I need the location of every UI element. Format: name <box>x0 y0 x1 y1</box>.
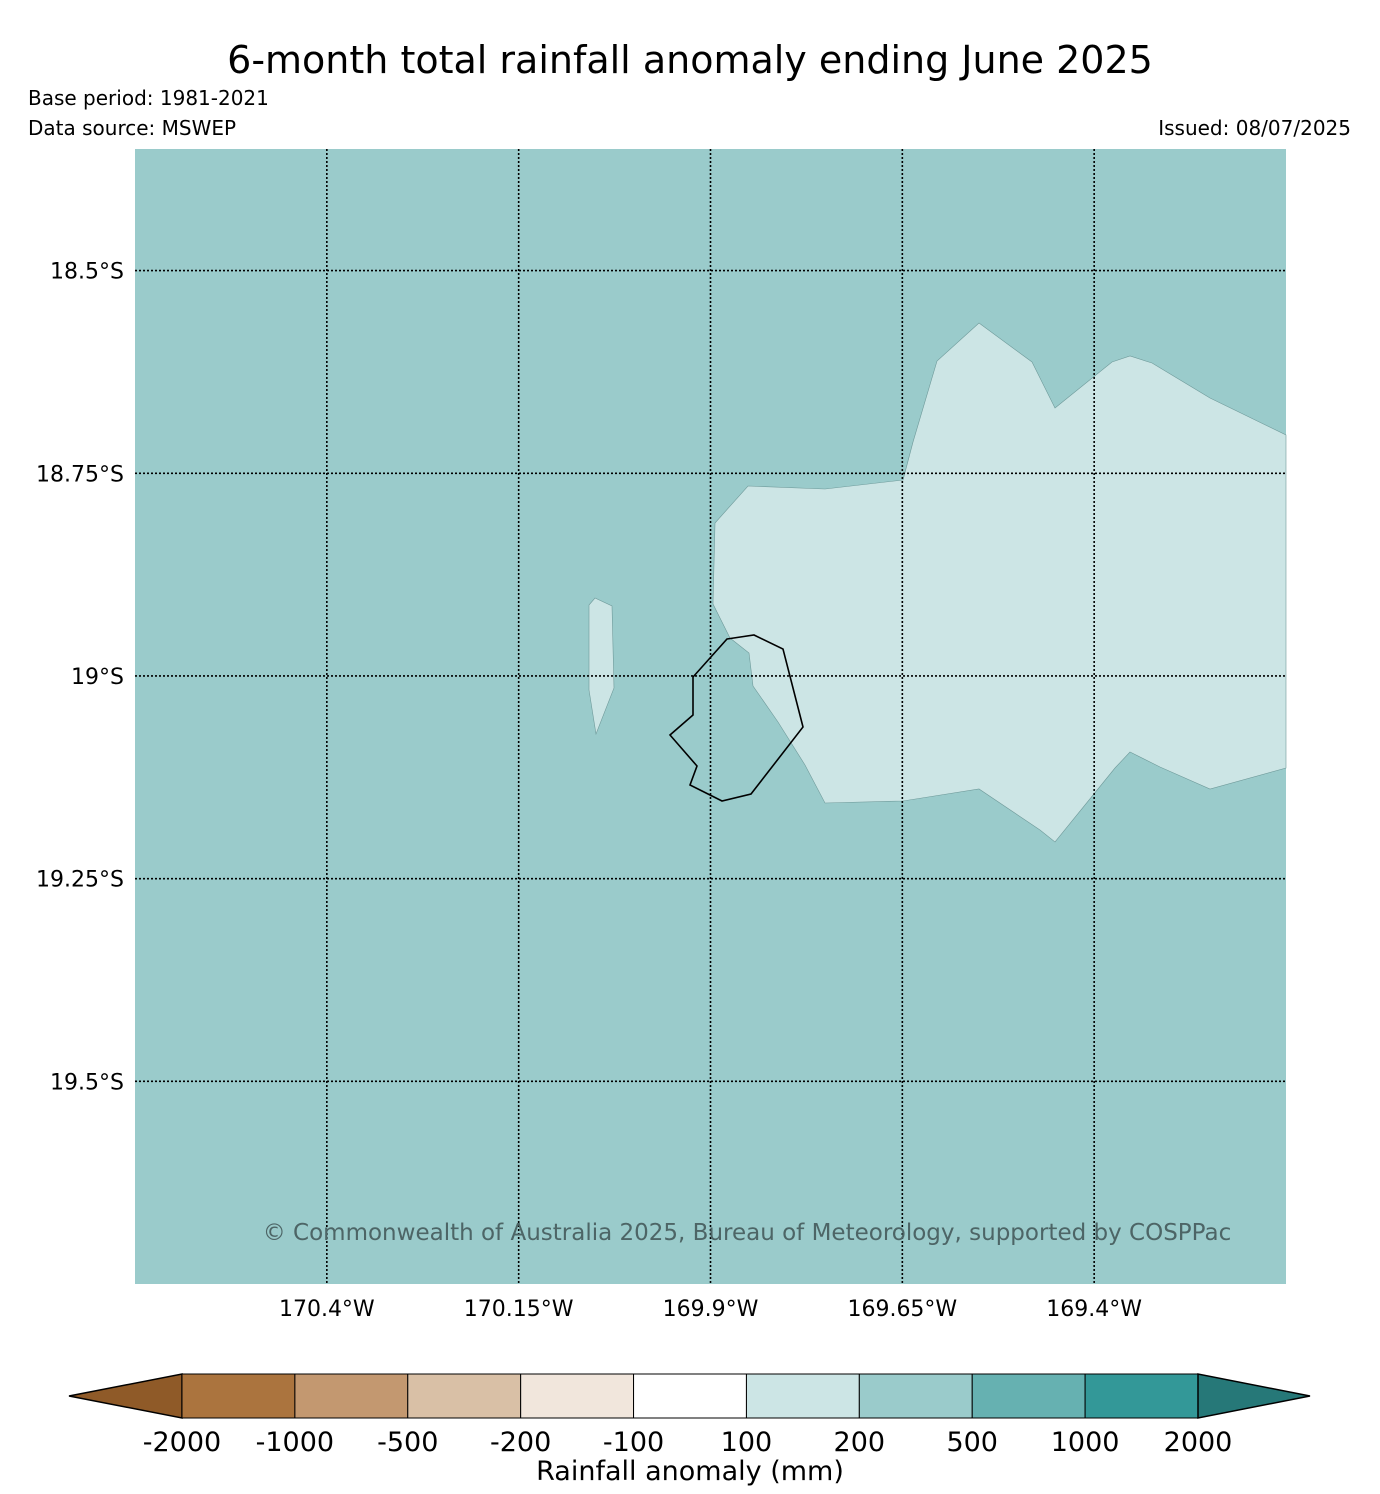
issued-date: Issued: 08/07/2025 <box>1158 116 1351 140</box>
niue-coastline <box>668 634 804 802</box>
map-title: 6-month total rainfall anomaly ending Ju… <box>227 38 1153 82</box>
copyright-notice: © Commonwealth of Australia 2025, Bureau… <box>263 1220 1232 1246</box>
colorbar-segment <box>858 1373 973 1419</box>
latitude-tick-label: 19.5°S <box>50 1070 124 1095</box>
longitude-tick-label: 169.4°W <box>1046 1297 1142 1322</box>
colorbar-segment <box>971 1373 1086 1419</box>
colorbar-segment <box>520 1373 635 1419</box>
anomaly-region-islet <box>588 597 615 736</box>
colorbar: -2000 -1000 -500 -200 -100 100 200 500 1000 2000 <box>68 1373 1311 1458</box>
colorbar-segment <box>1084 1373 1199 1419</box>
latitude-tick-label: 19.25°S <box>36 868 124 893</box>
colorbar-tick-label: 100 <box>721 1427 773 1458</box>
colorbar-tick-label: -2000 <box>143 1427 221 1458</box>
map-panel: 170.4°W 170.15°W 169.9°W 169.65°W 169.4°W 18.… <box>36 149 1287 1322</box>
longitude-tick-label: 169.65°W <box>847 1297 957 1322</box>
colorbar-tick-label: 1000 <box>1051 1427 1120 1458</box>
colorbar-segment <box>294 1373 409 1419</box>
base-period: Base period: 1981-2021 <box>28 86 269 110</box>
longitude-tick-label: 169.9°W <box>663 1297 759 1322</box>
longitude-tick-label: 170.4°W <box>279 1297 375 1322</box>
colorbar-tick-label: 500 <box>946 1427 998 1458</box>
colorbar-extend-high <box>1197 1373 1311 1419</box>
latitude-tick-label: 18.5°S <box>50 260 124 285</box>
colorbar-tick-label: -100 <box>603 1427 664 1458</box>
colorbar-extend-low <box>68 1373 183 1419</box>
latitude-tick-label: 19°S <box>71 665 124 690</box>
colorbar-tick-label: 2000 <box>1164 1427 1233 1458</box>
colorbar-tick-label: -200 <box>490 1427 551 1458</box>
colorbar-tick-label: -1000 <box>256 1427 334 1458</box>
colorbar-tick-label: -500 <box>377 1427 438 1458</box>
data-source: Data source: MSWEP <box>28 116 237 140</box>
longitude-tick-label: 170.15°W <box>464 1297 574 1322</box>
colorbar-segment <box>745 1373 860 1419</box>
colorbar-segment <box>407 1373 522 1419</box>
latitude-tick-label: 18.75°S <box>36 462 124 487</box>
colorbar-segment <box>181 1373 296 1419</box>
colorbar-tick-label: 200 <box>834 1427 886 1458</box>
colorbar-label: Rainfall anomaly (mm) <box>536 1456 844 1487</box>
colorbar-segment <box>633 1373 747 1419</box>
